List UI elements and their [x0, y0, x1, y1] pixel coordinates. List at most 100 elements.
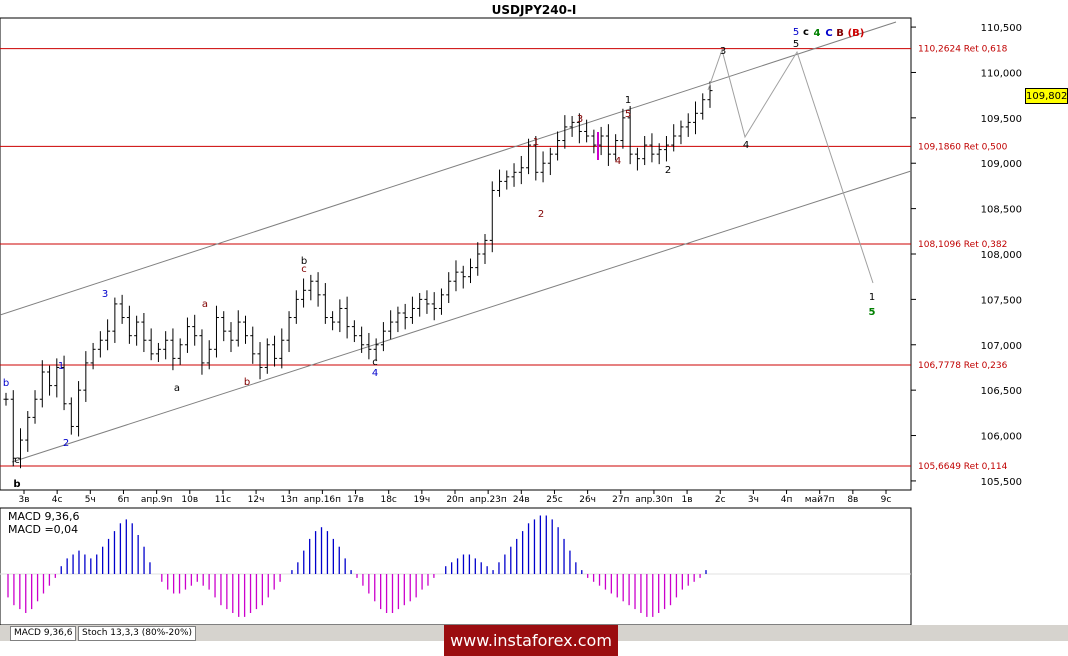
x-tick-label: апр.30п	[635, 495, 672, 505]
wave-label: c	[803, 27, 809, 38]
candle	[184, 317, 190, 353]
candle	[257, 342, 263, 380]
candle	[293, 290, 299, 324]
macd-params-label: MACD 9,36,6	[8, 510, 80, 523]
candle	[97, 331, 103, 358]
candle	[685, 113, 691, 137]
wave-label: a	[174, 383, 180, 394]
candle	[206, 340, 212, 370]
candle	[199, 329, 205, 375]
x-tick-label: 2с	[715, 495, 726, 505]
wave-label: 3	[577, 114, 583, 125]
wave-label: 4	[814, 28, 821, 39]
fib-level-label: 108,1096 Ret 0,382	[918, 240, 1007, 250]
candle	[192, 314, 198, 346]
x-tick-label: 20п	[446, 495, 463, 505]
candle	[105, 319, 111, 351]
x-tick-label: апр.9п	[141, 495, 173, 505]
wave-label: C	[825, 28, 832, 39]
y-tick-label: 106,500	[981, 386, 1022, 397]
candle	[467, 258, 473, 284]
wave-label: b	[13, 479, 20, 490]
fib-level-label: 110,2624 Ret 0,618	[918, 45, 1008, 55]
current-price-box: 109,802	[1025, 88, 1068, 104]
wave-label: b	[301, 256, 307, 267]
candle	[388, 310, 394, 340]
candle	[438, 288, 444, 315]
candle	[112, 297, 118, 343]
candle	[511, 163, 517, 187]
chart-title: USDJPY240-I	[492, 3, 577, 17]
candle	[591, 129, 597, 154]
candle	[344, 296, 350, 339]
candle	[584, 119, 590, 143]
fib-level-label: 105,6649 Ret 0,114	[918, 462, 1008, 472]
y-tick-label: 109,000	[981, 159, 1022, 170]
candle	[453, 260, 459, 292]
wave-label: B	[836, 28, 844, 39]
tab-macd[interactable]: MACD 9,36,6	[10, 626, 77, 641]
wave-label: c	[301, 264, 307, 275]
candle	[663, 136, 669, 162]
wave-label: c	[372, 357, 378, 368]
wave-label: 5	[625, 109, 631, 120]
candle	[547, 147, 553, 176]
candle	[395, 306, 401, 333]
x-tick-label: 4п	[781, 495, 793, 505]
candle	[163, 331, 169, 360]
tab-stoch[interactable]: Stoch 13,3,3 (80%-20%)	[78, 626, 197, 641]
candle	[533, 136, 539, 181]
candle	[446, 272, 452, 304]
candle	[141, 313, 147, 353]
candle	[540, 151, 546, 183]
y-tick-label: 105,500	[981, 477, 1022, 488]
candle	[3, 392, 9, 406]
candle	[620, 108, 626, 149]
candle	[380, 322, 386, 352]
fib-level-label: 109,1860 Ret 0,500	[918, 142, 1008, 152]
macd-value-label: MACD =0,04	[8, 523, 79, 536]
candle	[634, 147, 640, 171]
y-tick-label: 108,000	[981, 250, 1022, 261]
x-tick-label: 11с	[215, 495, 231, 505]
candle	[707, 81, 713, 108]
candle	[54, 358, 60, 398]
x-tick-label: 26ч	[579, 495, 596, 505]
candle	[10, 390, 16, 467]
candle	[272, 335, 278, 367]
wave-label: 5	[793, 27, 799, 38]
wave-label: 1	[869, 292, 875, 303]
candle	[76, 381, 82, 437]
wave-label: a	[202, 299, 208, 310]
wave-label: 2	[538, 209, 544, 220]
candle	[264, 338, 270, 374]
candle	[330, 311, 336, 331]
candle	[642, 136, 648, 166]
candle	[126, 305, 132, 344]
x-tick-label: 19ч	[413, 495, 430, 505]
candle	[243, 315, 249, 344]
wave-label: 5	[793, 39, 799, 50]
x-tick-label: 18с	[380, 495, 396, 505]
candle	[228, 322, 234, 353]
candle	[504, 170, 510, 190]
candle	[576, 113, 582, 144]
wave-label: 3	[720, 46, 726, 57]
candle	[250, 326, 256, 364]
x-tick-label: 24в	[513, 495, 530, 505]
candle	[598, 126, 604, 156]
wave-label: (B)	[848, 28, 865, 39]
instaforex-watermark[interactable]: www.instaforex.com	[444, 625, 618, 656]
candle	[475, 242, 481, 276]
candle	[32, 390, 38, 424]
wave-label: b	[244, 377, 250, 388]
channel-upper-line	[0, 21, 897, 316]
x-tick-label: 12ч	[248, 495, 265, 505]
candle	[279, 328, 285, 369]
wave-label: 4	[615, 156, 621, 167]
x-tick-label: апр.23п	[469, 495, 506, 505]
candle	[221, 311, 227, 342]
candle	[562, 115, 568, 149]
candle	[18, 428, 24, 469]
y-tick-label: 107,000	[981, 341, 1022, 352]
